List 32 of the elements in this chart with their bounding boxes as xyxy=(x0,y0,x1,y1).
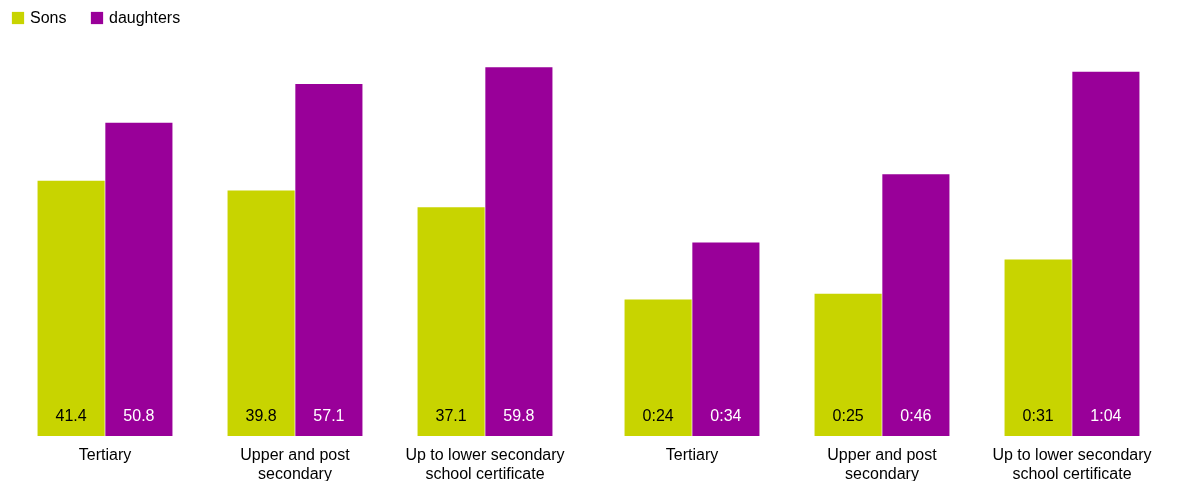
bar xyxy=(295,83,363,436)
x-tick-label: Tertiary xyxy=(78,445,132,463)
x-tick-label: Tertiary xyxy=(665,445,719,463)
data-label: 0:46 xyxy=(900,407,932,424)
data-label: 39.8 xyxy=(245,407,277,424)
data-label: 0:25 xyxy=(832,407,864,424)
bar xyxy=(692,242,760,436)
bar xyxy=(1072,71,1140,436)
data-label: 0:24 xyxy=(642,407,674,424)
bar xyxy=(417,207,485,436)
bar xyxy=(882,174,950,436)
bar xyxy=(227,190,295,436)
x-tick-label: Up to lower secondary school certificate xyxy=(405,445,565,482)
data-label: 41.4 xyxy=(55,407,87,424)
bar xyxy=(485,67,553,436)
legend-label: daughters xyxy=(109,9,181,26)
data-label: 0:31 xyxy=(1022,407,1054,424)
data-label: 37.1 xyxy=(435,407,467,424)
bar xyxy=(37,180,105,436)
legend-label: Sons xyxy=(30,9,67,26)
x-tick-label: Upper and post secondary xyxy=(827,445,938,482)
x-tick-label: Up to lower secondary school certificate xyxy=(992,445,1152,482)
data-label: 59.8 xyxy=(503,407,535,424)
data-label: 0:34 xyxy=(710,407,742,424)
bar xyxy=(105,122,173,436)
data-label: 50.8 xyxy=(123,407,155,424)
data-label: 1:04 xyxy=(1090,407,1122,424)
bar xyxy=(1004,259,1072,436)
bar xyxy=(624,299,692,436)
data-label: 57.1 xyxy=(313,407,345,424)
x-tick-label: Upper and post secondary xyxy=(240,445,351,482)
bar xyxy=(814,293,882,436)
